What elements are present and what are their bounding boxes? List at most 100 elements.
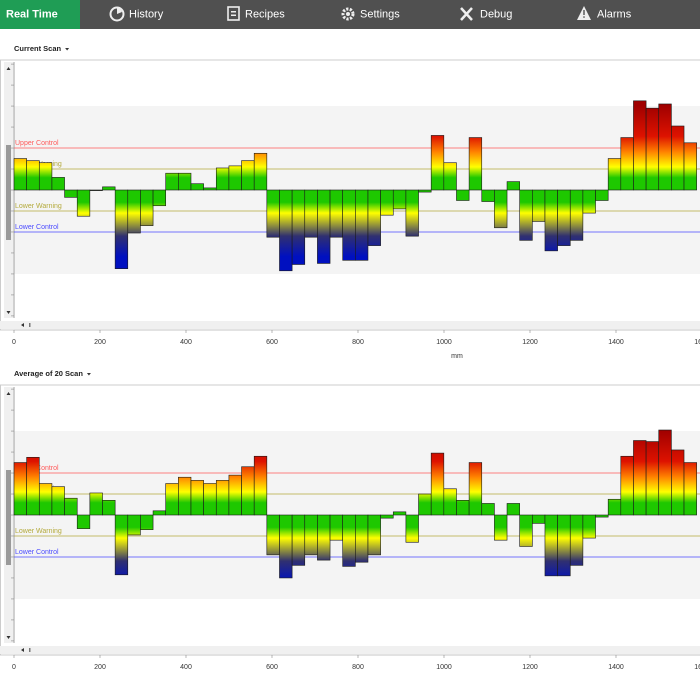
bar <box>253 152 268 191</box>
bar <box>468 137 483 191</box>
x-tick-label: 1200 <box>522 664 538 671</box>
bar <box>595 514 609 518</box>
bar <box>494 514 508 541</box>
bar <box>645 107 660 191</box>
x-tick-label: 800 <box>352 339 364 346</box>
bar <box>456 189 470 201</box>
nav-icons <box>109 6 591 22</box>
bar <box>481 503 495 516</box>
bar <box>241 466 255 516</box>
bar <box>329 514 343 541</box>
v-scroll-thumb[interactable] <box>6 470 11 565</box>
reference-label: Lower Control <box>15 549 59 556</box>
bar <box>468 462 483 516</box>
dropdown-arrow[interactable] <box>65 48 70 51</box>
bar <box>304 189 318 238</box>
active-tab[interactable] <box>0 0 80 29</box>
bar <box>506 503 520 516</box>
bar <box>291 189 306 265</box>
bar <box>519 189 533 241</box>
bar <box>519 514 533 547</box>
chart-title[interactable]: Average of 20 Scan <box>14 369 83 378</box>
scroll-left[interactable] <box>21 648 24 652</box>
bar <box>89 189 103 191</box>
bar <box>494 189 508 229</box>
nav-bar <box>0 0 700 29</box>
nav-tab[interactable]: Recipes <box>245 8 285 20</box>
bar <box>190 480 204 516</box>
bar <box>620 455 634 516</box>
bar <box>215 167 230 191</box>
bar <box>443 162 457 191</box>
nav-tab[interactable]: History <box>129 8 164 20</box>
bar <box>241 160 255 191</box>
x-tick-label: 600 <box>266 664 278 671</box>
bar <box>544 514 558 577</box>
bar <box>671 449 685 516</box>
chart-title[interactable]: Current Scan <box>14 44 62 53</box>
bar <box>64 497 78 516</box>
bar <box>607 498 622 516</box>
reference-label: Lower Control <box>15 224 59 231</box>
scroll-down[interactable] <box>6 311 11 314</box>
bar <box>127 514 141 536</box>
bar <box>26 456 40 516</box>
nav-tab[interactable]: Real Time <box>6 8 58 20</box>
bar <box>481 189 495 202</box>
bar <box>26 160 40 191</box>
scroll-left[interactable] <box>21 323 24 327</box>
x-tick-label: 1200 <box>522 339 538 346</box>
x-tick-label: 1000 <box>436 339 452 346</box>
bar <box>671 125 685 191</box>
x-tick-label: 400 <box>180 664 192 671</box>
bar <box>329 189 343 238</box>
bar <box>51 486 65 516</box>
bar <box>392 511 407 516</box>
bar <box>683 462 697 516</box>
dropdown-arrow[interactable] <box>86 373 91 376</box>
reference-label: Lower Warning <box>15 528 62 535</box>
bar <box>76 514 91 529</box>
scroll-down[interactable] <box>6 636 11 639</box>
scroll-up[interactable] <box>6 67 11 70</box>
h-scroll-thumb[interactable] <box>29 648 31 652</box>
bar <box>544 189 558 252</box>
bar <box>532 514 546 524</box>
bar <box>178 476 192 516</box>
bar <box>317 514 331 561</box>
x-tick-label: 600 <box>266 339 278 346</box>
x-tick-label: 1600 <box>694 664 700 671</box>
bar <box>165 172 179 191</box>
x-tick-label: 1600 <box>694 339 700 346</box>
x-tick-label: 1400 <box>608 664 624 671</box>
bar <box>76 189 91 217</box>
bar <box>190 183 204 191</box>
bar <box>253 455 268 516</box>
bar <box>595 189 609 201</box>
bar <box>658 103 672 191</box>
bar <box>557 514 571 577</box>
v-scroll-thumb[interactable] <box>6 145 11 240</box>
bar <box>102 500 116 516</box>
bar <box>266 514 280 556</box>
bar <box>342 514 356 567</box>
h-scrollbar <box>0 321 700 329</box>
bar <box>355 514 369 563</box>
tabs: Real Time History Recipes Settings Debug Alar… <box>6 8 632 20</box>
bar <box>633 100 647 191</box>
h-scroll-thumb[interactable] <box>29 323 31 327</box>
nav-tab[interactable]: Alarms <box>597 8 632 20</box>
bar <box>13 462 27 516</box>
h-scrollbar <box>0 646 700 654</box>
x-tick-label: 0 <box>12 664 16 671</box>
bar <box>607 158 622 191</box>
nav-tab[interactable]: Debug <box>480 8 512 20</box>
bar <box>430 452 445 516</box>
reference-label: Upper Control <box>15 140 59 147</box>
bar <box>140 514 154 530</box>
bar <box>279 189 293 272</box>
bar <box>178 172 192 191</box>
nav-tab[interactable]: Settings <box>360 8 400 20</box>
scroll-up[interactable] <box>6 392 11 395</box>
